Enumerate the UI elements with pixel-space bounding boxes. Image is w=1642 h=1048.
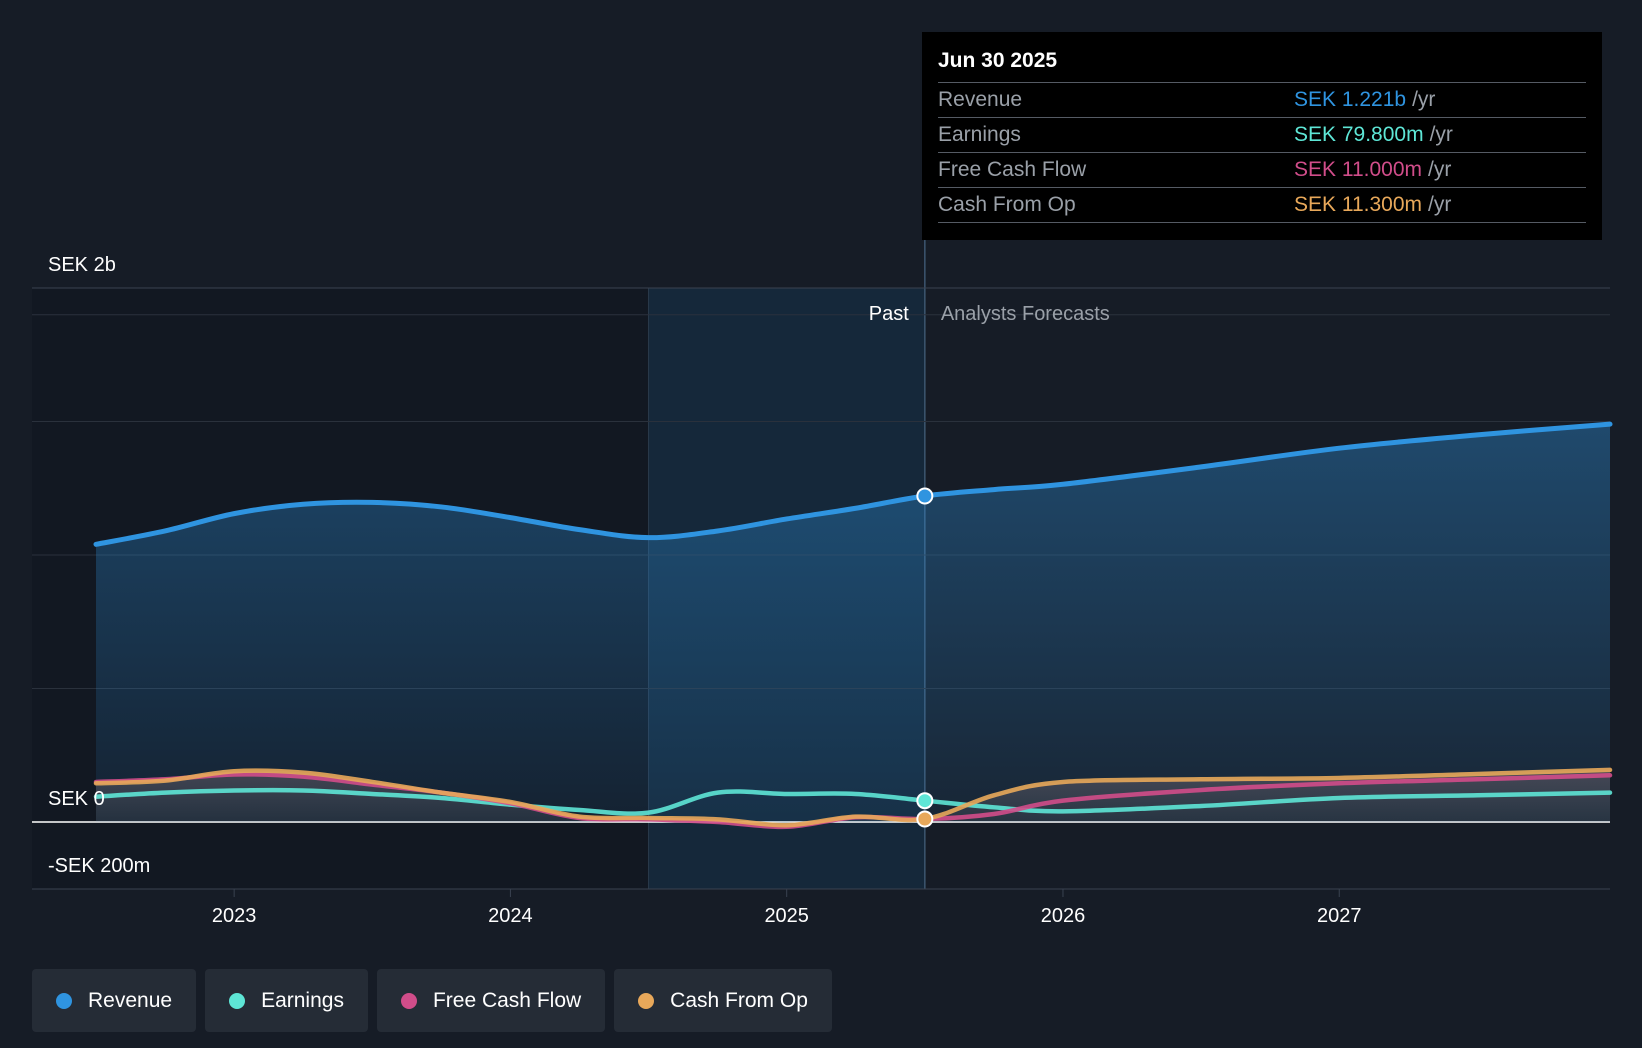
legend-item-free-cash-flow[interactable]: Free Cash Flow (376, 969, 606, 1032)
tooltip-row-value: SEK 1.221b (1294, 88, 1407, 111)
past-label: Past (869, 303, 909, 325)
earnings-marker (916, 792, 934, 810)
legend-label: Cash From Op (670, 988, 808, 1012)
tooltip-row-cash-from-op: Cash From Op SEK 11.300m /yr (938, 187, 1586, 223)
tooltip-row-free-cash-flow: Free Cash Flow SEK 11.000m /yr (938, 152, 1586, 187)
tooltip-row-label: Cash From Op (938, 193, 1076, 216)
y-tick-label: SEK 2b (48, 254, 116, 276)
tooltip-date: Jun 30 2025 (938, 49, 1058, 72)
tooltip-row-label: Revenue (938, 88, 1023, 111)
tooltip-row-unit: /yr (1412, 88, 1436, 111)
x-tick-label: 2023 (212, 905, 257, 927)
cash-from-op-line (93, 767, 1613, 828)
tooltip-row-label: Earnings (938, 123, 1021, 146)
revenue-area (96, 424, 1610, 822)
earnings-line (93, 787, 1613, 816)
cash-from-op-marker (916, 810, 934, 828)
y-tick-label: -SEK 200m (48, 855, 150, 877)
y-tick-label: SEK 0 (48, 788, 105, 810)
x-tick-label: 2025 (764, 905, 809, 927)
tooltip-row-earnings: Earnings SEK 79.800m /yr (938, 117, 1586, 152)
revenue-dot-icon (56, 992, 72, 1009)
earnings-dot-icon (229, 992, 246, 1009)
tooltip-row-revenue: Revenue SEK 1.221b /yr (938, 82, 1586, 117)
legend: Revenue Earnings Free Cash Flow Cash Fro… (32, 969, 832, 1032)
x-tick-label: 2024 (488, 905, 533, 927)
legend-item-revenue[interactable]: Revenue (32, 969, 197, 1032)
tooltip: Jun 30 2025 Revenue SEK 1.221b /yr Earni… (922, 32, 1602, 240)
revenue-marker (916, 487, 934, 505)
tooltip-row-unit: /yr (1429, 123, 1453, 146)
tooltip-row-label: Free Cash Flow (938, 158, 1087, 181)
legend-item-earnings[interactable]: Earnings (205, 969, 368, 1032)
cash-from-op-area (96, 769, 1610, 826)
legend-label: Free Cash Flow (432, 988, 582, 1012)
x-tick-label: 2026 (1041, 905, 1086, 927)
cash-from-op-dot-icon (638, 992, 655, 1009)
forecast-label: Analysts Forecasts (941, 303, 1110, 325)
free-cash-flow-dot-icon (400, 992, 417, 1009)
legend-item-cash-from-op[interactable]: Cash From Op (614, 969, 832, 1032)
revenue-line (93, 421, 1613, 547)
tooltip-row-value: SEK 79.800m (1294, 123, 1424, 146)
x-tick-label: 2027 (1317, 905, 1362, 927)
tooltip-row-value: SEK 11.000m (1294, 158, 1423, 181)
tooltip-row-unit: /yr (1428, 193, 1452, 216)
legend-label: Revenue (88, 988, 173, 1012)
tooltip-row-value: SEK 11.300m (1294, 193, 1423, 216)
legend-label: Earnings (261, 988, 344, 1012)
tooltip-row-unit: /yr (1428, 158, 1452, 181)
